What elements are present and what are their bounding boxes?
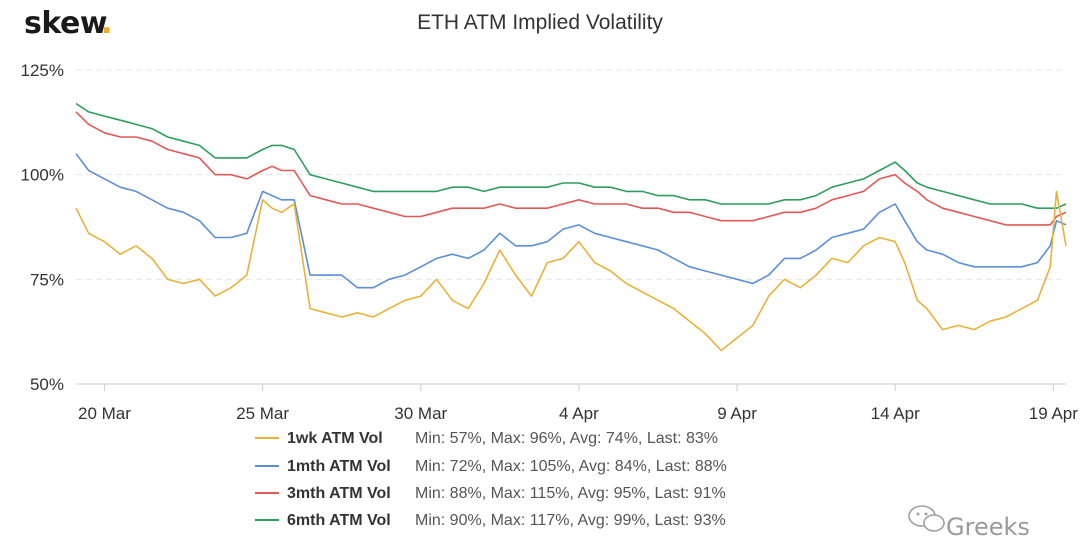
series-lines [75, 102, 1067, 352]
legend: 1wk ATM Vol Min: 57%, Max: 96%, Avg: 74%,… [255, 430, 727, 529]
logo-dot: . [101, 6, 112, 41]
x-tick-label: 9 Apr [717, 404, 757, 423]
x-tick-label: 19 Apr [1029, 404, 1078, 423]
y-tick-label: 125% [21, 61, 64, 80]
x-tick-label: 20 Mar [78, 404, 131, 423]
legend-item-1mth[interactable]: 1mth ATM Vol Min: 72%, Max: 105%, Avg: 84… [255, 458, 727, 475]
skew-logo: skew . [24, 6, 112, 41]
legend-series-stats: Min: 90%, Max: 117%, Avg: 99%, Last: 93% [415, 512, 726, 529]
legend-series-stats: Min: 72%, Max: 105%, Avg: 84%, Last: 88% [415, 458, 727, 475]
x-axis-ticks: 20 Mar 25 Mar 30 Mar 4 Apr 9 Apr 14 Apr 19 Apr [78, 384, 1078, 423]
legend-series-name: 1wk ATM Vol [287, 430, 383, 447]
series-line-3mth [75, 111, 1067, 226]
legend-series-name: 1mth ATM Vol [287, 458, 391, 475]
x-tick-label: 4 Apr [559, 404, 599, 423]
series-line-6mth [75, 102, 1067, 209]
x-tick-label: 30 Mar [394, 404, 447, 423]
x-tick-label: 25 Mar [236, 404, 289, 423]
legend-item-6mth[interactable]: 6mth ATM Vol Min: 90%, Max: 117%, Avg: 99… [255, 512, 726, 529]
y-axis-ticks: 50% 75% 100% 125% [21, 61, 64, 394]
legend-item-3mth[interactable]: 3mth ATM Vol Min: 88%, Max: 115%, Avg: 95… [255, 485, 726, 502]
legend-item-1wk[interactable]: 1wk ATM Vol Min: 57%, Max: 96%, Avg: 74%,… [255, 430, 718, 447]
watermark-text: Greeks [946, 513, 1030, 541]
series-line-1wk [75, 190, 1067, 352]
legend-series-stats: Min: 88%, Max: 115%, Avg: 95%, Last: 91% [415, 485, 726, 502]
legend-series-name: 6mth ATM Vol [287, 512, 391, 529]
grid-lines [76, 69, 1066, 385]
y-tick-label: 50% [30, 375, 64, 394]
watermark: Greeks [908, 505, 1030, 541]
legend-series-name: 3mth ATM Vol [287, 485, 391, 502]
y-tick-label: 100% [21, 166, 64, 185]
logo-text: skew [24, 6, 107, 41]
chart-title: ETH ATM Implied Volatility [417, 11, 663, 34]
legend-series-stats: Min: 57%, Max: 96%, Avg: 74%, Last: 83% [415, 430, 718, 447]
y-tick-label: 75% [30, 270, 64, 289]
series-line-1mth [75, 153, 1067, 289]
wechat-icon [908, 505, 945, 532]
x-tick-label: 14 Apr [871, 404, 920, 423]
